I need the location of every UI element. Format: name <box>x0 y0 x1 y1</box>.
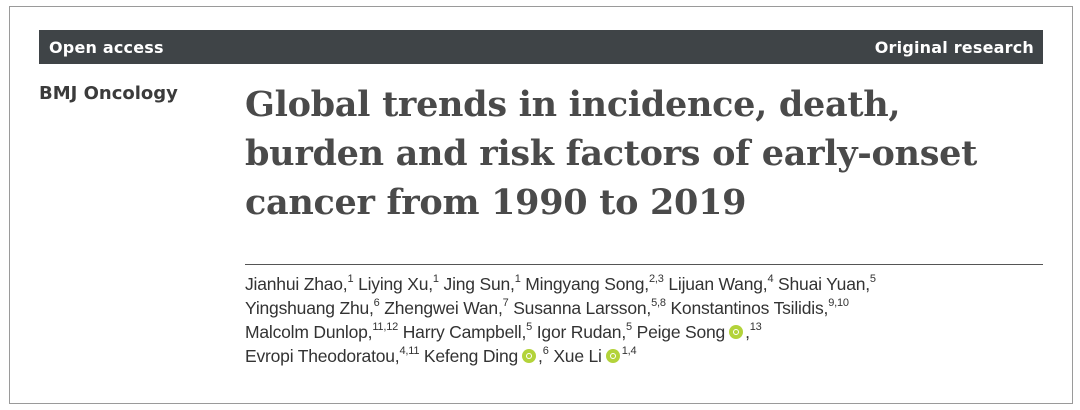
author-name[interactable]: Jing Sun, <box>443 274 515 294</box>
article-title: Global trends in incidence, death, burde… <box>245 80 1035 227</box>
author-name[interactable]: Shuai Yuan, <box>778 274 870 294</box>
title-line-2: burden and risk factors of early-onset <box>245 133 977 174</box>
author-affiliation: 1 <box>432 273 439 286</box>
title-line-3: cancer from 1990 to 2019 <box>245 182 747 223</box>
author-affiliation: 13 <box>749 321 762 334</box>
author-line: Evropi Theodoratou,4,11 Kefeng Ding ,6 Xu… <box>245 344 1045 368</box>
orcid-icon[interactable] <box>522 349 537 363</box>
author-name[interactable]: Malcolm Dunlop, <box>245 322 373 342</box>
article-frame <box>9 6 1073 404</box>
open-access-label: Open access <box>49 37 164 57</box>
author-name[interactable]: Jianhui Zhao, <box>245 274 348 294</box>
orcid-icon[interactable] <box>729 325 744 339</box>
author-separator: , <box>745 322 750 342</box>
article-type-label: Original research <box>874 37 1034 57</box>
author-affiliation: 4 <box>767 273 774 286</box>
journal-name: BMJ Oncology <box>39 83 178 104</box>
author-name[interactable]: Zhengwei Wan, <box>384 298 503 318</box>
author-name[interactable]: Liying Xu, <box>358 274 433 294</box>
author-affiliation: 2,3 <box>648 273 664 286</box>
header-banner: Open access Original research <box>39 30 1043 64</box>
author-affiliation: 5 <box>626 321 632 334</box>
author-affiliation: 5,8 <box>651 297 666 310</box>
author-affiliation: 4,11 <box>399 345 420 358</box>
title-divider <box>245 264 1043 265</box>
author-line: Jianhui Zhao,1 Liying Xu,1 Jing Sun,1 Mi… <box>245 272 1045 296</box>
author-line: Yingshuang Zhu,6 Zhengwei Wan,7 Susanna … <box>245 296 1045 320</box>
author-name[interactable]: Xue Li <box>553 346 602 366</box>
author-affiliation: 6 <box>542 345 549 358</box>
author-name[interactable]: Susanna Larsson, <box>513 298 652 318</box>
author-affiliation: 5 <box>869 273 876 286</box>
author-affiliation: 11,12 <box>372 321 399 334</box>
author-name[interactable]: Konstantinos Tsilidis, <box>670 298 829 318</box>
author-affiliation: 5 <box>526 321 533 334</box>
title-line-1: Global trends in incidence, death, <box>245 84 901 125</box>
author-affiliation: 1 <box>514 273 521 286</box>
author-name[interactable]: Peige Song <box>636 322 726 342</box>
author-name[interactable]: Harry Campbell, <box>402 322 527 342</box>
author-line: Malcolm Dunlop,11,12 Harry Campbell,5 Ig… <box>245 320 1045 344</box>
author-separator: , <box>538 346 543 366</box>
author-affiliation: 1,4 <box>621 345 637 358</box>
author-name[interactable]: Mingyang Song, <box>525 274 649 294</box>
orcid-icon[interactable] <box>605 349 620 363</box>
author-affiliation: 6 <box>373 297 380 310</box>
author-name[interactable]: Kefeng Ding <box>423 346 519 366</box>
author-affiliation: 9,10 <box>828 297 849 310</box>
author-name[interactable]: Evropi Theodoratou, <box>245 346 400 366</box>
author-name[interactable]: Igor Rudan, <box>536 322 626 342</box>
author-name[interactable]: Lijuan Wang, <box>668 274 768 294</box>
author-list: Jianhui Zhao,1 Liying Xu,1 Jing Sun,1 Mi… <box>245 272 1045 368</box>
author-affiliation: 7 <box>502 297 509 310</box>
author-affiliation: 1 <box>347 273 354 286</box>
author-name[interactable]: Yingshuang Zhu, <box>245 298 374 318</box>
